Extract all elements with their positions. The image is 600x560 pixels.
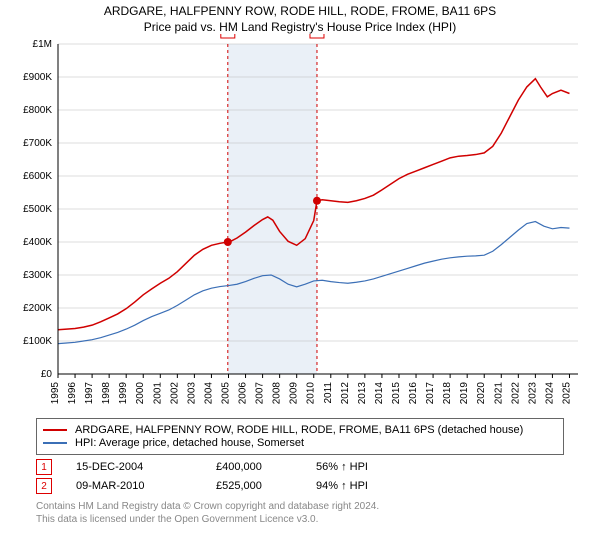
- svg-text:2013: 2013: [357, 382, 368, 405]
- svg-text:2011: 2011: [323, 382, 334, 404]
- svg-text:2020: 2020: [476, 382, 487, 405]
- legend-item-property: ARDGARE, HALFPENNY ROW, RODE HILL, RODE,…: [43, 424, 557, 436]
- svg-text:2009: 2009: [289, 382, 300, 405]
- line-chart-svg: £0 £100K £200K £300K £400K £500K £600K £700K £80…: [0, 34, 600, 414]
- svg-text:2006: 2006: [238, 382, 249, 405]
- svg-text:2025: 2025: [561, 382, 572, 405]
- svg-text:2012: 2012: [340, 382, 351, 405]
- legend-label-property: ARDGARE, HALFPENNY ROW, RODE HILL, RODE,…: [75, 424, 523, 436]
- svg-text:2018: 2018: [442, 382, 453, 405]
- legend-swatch-hpi: [43, 442, 67, 444]
- sale-pct-1: 56% ↑ HPI: [316, 461, 416, 473]
- sale-price-2: £525,000: [216, 480, 316, 492]
- svg-text:£900K: £900K: [23, 72, 52, 83]
- footer-line-2: This data is licensed under the Open Gov…: [36, 513, 564, 526]
- title-line-2: Price paid vs. HM Land Registry's House …: [0, 20, 600, 34]
- sale-price-1: £400,000: [216, 461, 316, 473]
- svg-text:£200K: £200K: [23, 303, 52, 314]
- svg-text:1999: 1999: [118, 382, 129, 405]
- svg-text:2: 2: [314, 34, 320, 37]
- footer-line-1: Contains HM Land Registry data © Crown c…: [36, 500, 564, 513]
- svg-text:£800K: £800K: [23, 105, 52, 116]
- chart-area: £0 £100K £200K £300K £400K £500K £600K £700K £80…: [0, 34, 600, 414]
- svg-text:£600K: £600K: [23, 171, 52, 182]
- legend-item-hpi: HPI: Average price, detached house, Some…: [43, 437, 557, 449]
- svg-text:2004: 2004: [203, 382, 214, 405]
- svg-text:£500K: £500K: [23, 204, 52, 215]
- svg-text:2000: 2000: [135, 382, 146, 405]
- svg-text:2014: 2014: [374, 382, 385, 405]
- sale-date-1: 15-DEC-2004: [76, 461, 216, 473]
- svg-text:2023: 2023: [527, 382, 538, 405]
- svg-text:2003: 2003: [186, 382, 197, 405]
- svg-text:2010: 2010: [306, 382, 317, 405]
- svg-text:£100K: £100K: [23, 336, 52, 347]
- svg-text:1998: 1998: [101, 382, 112, 405]
- svg-text:£300K: £300K: [23, 270, 52, 281]
- svg-text:2021: 2021: [493, 382, 504, 405]
- svg-text:2024: 2024: [544, 382, 555, 405]
- sale-row-2: 2 09-MAR-2010 £525,000 94% ↑ HPI: [36, 478, 564, 494]
- svg-text:2017: 2017: [425, 382, 436, 405]
- legend-label-hpi: HPI: Average price, detached house, Some…: [75, 437, 304, 449]
- svg-text:2019: 2019: [459, 382, 470, 405]
- sale-row-1: 1 15-DEC-2004 £400,000 56% ↑ HPI: [36, 459, 564, 475]
- legend-swatch-property: [43, 429, 67, 431]
- sales-table: 1 15-DEC-2004 £400,000 56% ↑ HPI 2 09-MA…: [36, 459, 564, 494]
- svg-text:2001: 2001: [152, 382, 163, 405]
- sale-marker-2: 2: [36, 478, 52, 494]
- svg-text:1996: 1996: [67, 382, 78, 405]
- svg-text:2008: 2008: [272, 382, 283, 405]
- legend: ARDGARE, HALFPENNY ROW, RODE HILL, RODE,…: [36, 418, 564, 455]
- sale-marker-1: 1: [36, 459, 52, 475]
- svg-text:1997: 1997: [84, 382, 95, 405]
- sale-pct-2: 94% ↑ HPI: [316, 480, 416, 492]
- title-line-1: ARDGARE, HALFPENNY ROW, RODE HILL, RODE,…: [0, 4, 600, 18]
- footer-attribution: Contains HM Land Registry data © Crown c…: [36, 500, 564, 526]
- svg-text:2007: 2007: [255, 382, 266, 405]
- svg-text:£0: £0: [41, 369, 53, 380]
- svg-text:£400K: £400K: [23, 237, 52, 248]
- svg-text:1995: 1995: [50, 382, 61, 405]
- svg-text:2002: 2002: [169, 382, 180, 405]
- svg-text:2005: 2005: [220, 382, 231, 405]
- chart-title: ARDGARE, HALFPENNY ROW, RODE HILL, RODE,…: [0, 0, 600, 34]
- svg-text:2015: 2015: [391, 382, 402, 405]
- sale-date-2: 09-MAR-2010: [76, 480, 216, 492]
- svg-text:2022: 2022: [510, 382, 521, 405]
- svg-text:2016: 2016: [408, 382, 419, 405]
- svg-text:£700K: £700K: [23, 138, 52, 149]
- svg-text:£1M: £1M: [33, 39, 52, 50]
- svg-text:1: 1: [225, 34, 231, 37]
